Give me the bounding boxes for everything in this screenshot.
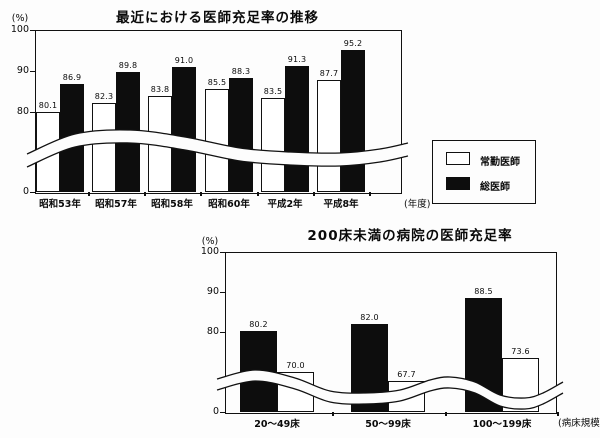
bar-総医師-平成8年 (341, 49, 365, 192)
bar-常勤医師-昭和57年 (92, 102, 116, 192)
x-category-label: 昭和53年 (39, 199, 81, 210)
x-category-label: 100〜199床 (472, 419, 532, 430)
x-category-label: 昭和58年 (151, 199, 193, 210)
y-tick-mark (30, 70, 35, 72)
x-category-label: 昭和57年 (95, 199, 137, 210)
y-tick-mark (30, 29, 35, 31)
value-label: 88.3 (231, 66, 251, 76)
bar-常勤医師-昭和53年 (36, 111, 60, 192)
x-category-label: 平成2年 (267, 199, 303, 210)
y-tick-mark (220, 251, 225, 253)
y-tick-label: 100 (10, 24, 29, 35)
value-label: 86.9 (62, 72, 82, 82)
legend-label-total: 総医師 (480, 182, 510, 193)
x-category-label: 20〜49床 (254, 419, 300, 430)
x-tick-mark (88, 192, 90, 196)
bar-総医師-昭和57年 (116, 71, 140, 192)
value-label: 85.5 (207, 78, 227, 88)
x-tick-mark (200, 192, 202, 196)
value-label: 83.5 (263, 86, 283, 96)
y-tick-label: 80 (16, 106, 29, 117)
x-category-label: 平成8年 (323, 199, 359, 210)
y-tick-label: 80 (206, 326, 219, 337)
bar-常勤医師-50〜99床 (388, 381, 425, 412)
x-tick-mark (313, 192, 315, 196)
bar-常勤医師-平成2年 (261, 97, 285, 192)
y-tick-label: 0 (212, 406, 219, 417)
value-label: 91.0 (174, 55, 194, 65)
x-tick-mark (369, 192, 371, 196)
value-label: 83.8 (150, 85, 170, 95)
top-chart-plot-area (35, 30, 402, 194)
value-label: 80.1 (38, 100, 58, 110)
top-chart-x-unit: (年度) (404, 199, 431, 210)
bar-常勤医師-昭和58年 (148, 96, 172, 192)
value-label: 87.7 (319, 69, 339, 79)
value-label: 91.3 (287, 54, 307, 64)
value-label: 73.6 (511, 346, 530, 356)
top-chart-y-unit: (%) (11, 13, 29, 24)
top-chart-title: 最近における医師充足率の推移 (116, 10, 319, 26)
bar-常勤医師-100〜199床 (502, 357, 539, 412)
y-tick-label: 0 (22, 186, 29, 197)
bottom-chart-y-unit: (%) (201, 236, 219, 247)
y-tick-label: 90 (206, 286, 219, 297)
bottom-chart-plot-area (225, 252, 557, 414)
value-label: 89.8 (118, 60, 138, 70)
fulltime-doctor-swatch-icon (446, 152, 470, 165)
bar-常勤医師-昭和60年 (205, 89, 229, 192)
y-tick-mark (220, 331, 225, 333)
x-tick-mark (257, 192, 259, 196)
value-label: 88.5 (474, 287, 493, 296)
bar-常勤医師-平成8年 (317, 80, 341, 192)
x-tick-mark (332, 412, 334, 416)
value-label: 70.0 (286, 361, 305, 370)
value-label: 82.3 (94, 91, 114, 101)
bar-総医師-100〜199床 (465, 298, 502, 412)
y-tick-label: 90 (16, 65, 29, 76)
value-label: 80.2 (249, 320, 268, 330)
value-label: 82.0 (360, 313, 379, 322)
x-tick-mark (144, 192, 146, 196)
value-label: 95.2 (343, 38, 363, 48)
x-category-label: 昭和60年 (208, 199, 250, 210)
bar-総医師-20〜49床 (240, 331, 277, 412)
bar-総医師-平成2年 (285, 65, 309, 192)
bar-総医師-50〜99床 (351, 324, 388, 412)
legend-box: 常勤医師 総医師 (432, 140, 536, 204)
x-tick-mark (445, 412, 447, 416)
bottom-chart-x-unit: (病床規模) (558, 418, 600, 429)
bar-総医師-昭和60年 (229, 77, 253, 192)
x-tick-mark (557, 412, 559, 416)
bottom-chart-title: 200床未満の病院の医師充足率 (307, 228, 513, 244)
value-label: 67.7 (397, 370, 416, 380)
total-doctor-swatch-icon (446, 177, 470, 190)
y-tick-mark (220, 411, 225, 413)
bar-常勤医師-20〜49床 (277, 372, 314, 412)
y-tick-label: 100 (200, 246, 219, 257)
y-tick-mark (30, 111, 35, 113)
y-tick-mark (30, 191, 35, 193)
y-tick-mark (220, 291, 225, 293)
x-category-label: 50〜99床 (365, 419, 411, 430)
legend-label-fulltime: 常勤医師 (480, 157, 520, 168)
